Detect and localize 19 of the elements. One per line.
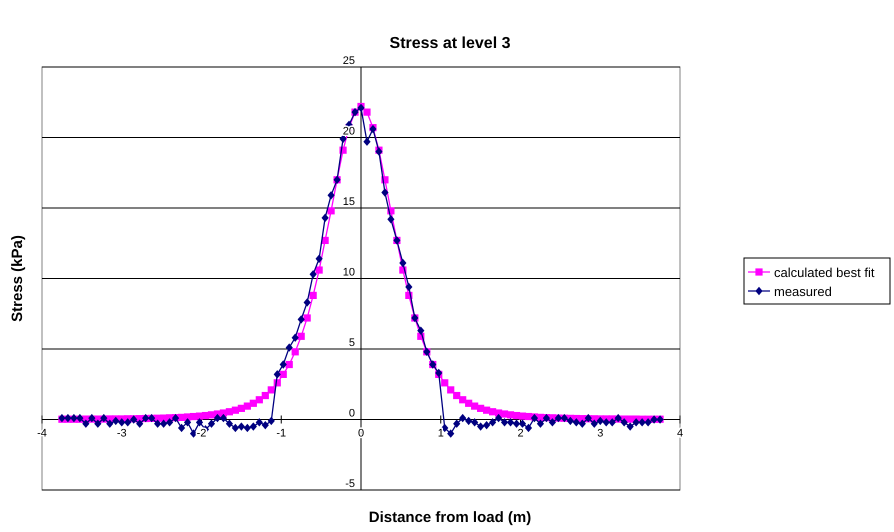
x-tick-label: -2 bbox=[196, 428, 206, 440]
x-tick-label: -1 bbox=[276, 428, 286, 440]
chart-title: Stress at level 3 bbox=[390, 35, 511, 52]
x-tick-label: -3 bbox=[116, 428, 127, 440]
x-tick-label: 4 bbox=[676, 428, 684, 440]
x-tick-label: 3 bbox=[597, 428, 604, 440]
legend-label: measured bbox=[774, 284, 832, 299]
y-tick-label: 25 bbox=[342, 55, 355, 67]
y-tick-label: 5 bbox=[348, 337, 355, 349]
legend-label: calculated best fit bbox=[774, 265, 875, 280]
y-tick-label: 0 bbox=[348, 408, 355, 420]
x-tick-label: -4 bbox=[37, 428, 47, 440]
x-tick-label: 2 bbox=[517, 428, 524, 440]
x-axis-title: Distance from load (m) bbox=[368, 509, 532, 526]
y-axis-title: Stress (kPa) bbox=[9, 235, 26, 322]
y-tick-label: 15 bbox=[342, 196, 355, 208]
x-tick-label: 1 bbox=[438, 428, 444, 440]
y-tick-label: 10 bbox=[342, 266, 355, 278]
y-tick-label: -5 bbox=[345, 478, 355, 490]
